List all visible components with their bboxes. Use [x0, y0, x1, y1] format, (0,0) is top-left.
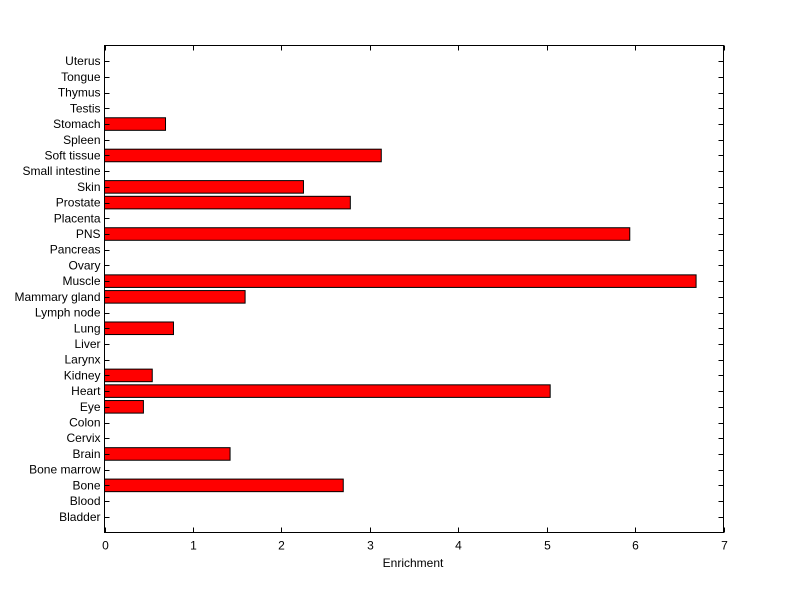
bar-skin: [104, 180, 304, 194]
bar-bone: [104, 478, 344, 493]
y-tick-label-spleen: Spleen: [63, 133, 100, 147]
y-tick-label-pancreas: Pancreas: [50, 243, 101, 257]
y-tick-label-heart: Heart: [71, 384, 101, 398]
y-tick-label-skin: Skin: [77, 180, 100, 194]
y-tick-label-uterus: Uterus: [65, 54, 100, 68]
y-tick-label-muscle: Muscle: [62, 274, 100, 288]
bars-layer: [104, 117, 697, 493]
bar-stomach: [104, 117, 167, 131]
y-tick-label-larynx: Larynx: [64, 353, 100, 367]
y-tick-label-brain: Brain: [72, 447, 100, 461]
bar-heart: [104, 384, 551, 398]
bar-soft-tissue: [104, 148, 382, 163]
bar-muscle: [104, 274, 697, 288]
bar-brain: [104, 447, 231, 461]
x-tick-label-3: 3: [367, 539, 374, 553]
x-tick-label-6: 6: [632, 539, 639, 553]
y-tick-label-cervix: Cervix: [66, 431, 100, 445]
y-tick-label-lymph-node: Lymph node: [35, 306, 101, 320]
x-tick-label-2: 2: [278, 539, 285, 553]
y-tick-label-liver: Liver: [74, 337, 100, 351]
x-axis-label: Enrichment: [383, 556, 444, 570]
y-tick-label-soft-tissue: Soft tissue: [44, 148, 100, 162]
y-tick-label-kidney: Kidney: [64, 368, 101, 382]
y-tick-label-colon: Colon: [69, 416, 100, 430]
y-tick-label-ovary: Ovary: [68, 258, 100, 272]
x-tick-label-5: 5: [544, 539, 551, 553]
bar-eye: [104, 400, 144, 414]
bar-lung: [104, 321, 174, 336]
y-tick-label-placenta: Placenta: [54, 211, 101, 225]
ticks-layer: [104, 45, 725, 533]
y-tick-label-stomach: Stomach: [53, 117, 100, 131]
y-tick-label-blood: Blood: [70, 494, 101, 508]
bar-pns: [104, 227, 631, 241]
x-tick-label-4: 4: [455, 539, 462, 553]
y-tick-label-prostate: Prostate: [56, 196, 101, 210]
x-tick-label-0: 0: [102, 539, 109, 553]
bar-kidney: [104, 368, 153, 383]
y-tick-label-mammary-gland: Mammary gland: [14, 290, 100, 304]
y-tick-label-pns: PNS: [76, 227, 101, 241]
x-tick-label-7: 7: [721, 539, 728, 553]
y-tick-label-bladder: Bladder: [59, 510, 100, 524]
y-tick-label-bone: Bone: [72, 478, 100, 492]
x-tick-label-1: 1: [190, 539, 197, 553]
x-tick-labels: 0 1 2 3 4 5 6 7: [102, 539, 728, 553]
y-tick-label-bone-marrow: Bone marrow: [29, 463, 101, 477]
y-tick-label-tongue: Tongue: [61, 70, 101, 84]
y-tick-label-small-intestine: Small intestine: [22, 164, 100, 178]
y-tick-label-testis: Testis: [70, 101, 101, 115]
bar-mammary-gland: [104, 290, 246, 304]
y-tick-label-eye: Eye: [80, 400, 101, 414]
y-tick-label-lung: Lung: [74, 321, 101, 335]
bar-prostate: [104, 195, 351, 210]
plot-frame: [104, 45, 724, 533]
y-tick-label-thymus: Thymus: [58, 86, 101, 100]
